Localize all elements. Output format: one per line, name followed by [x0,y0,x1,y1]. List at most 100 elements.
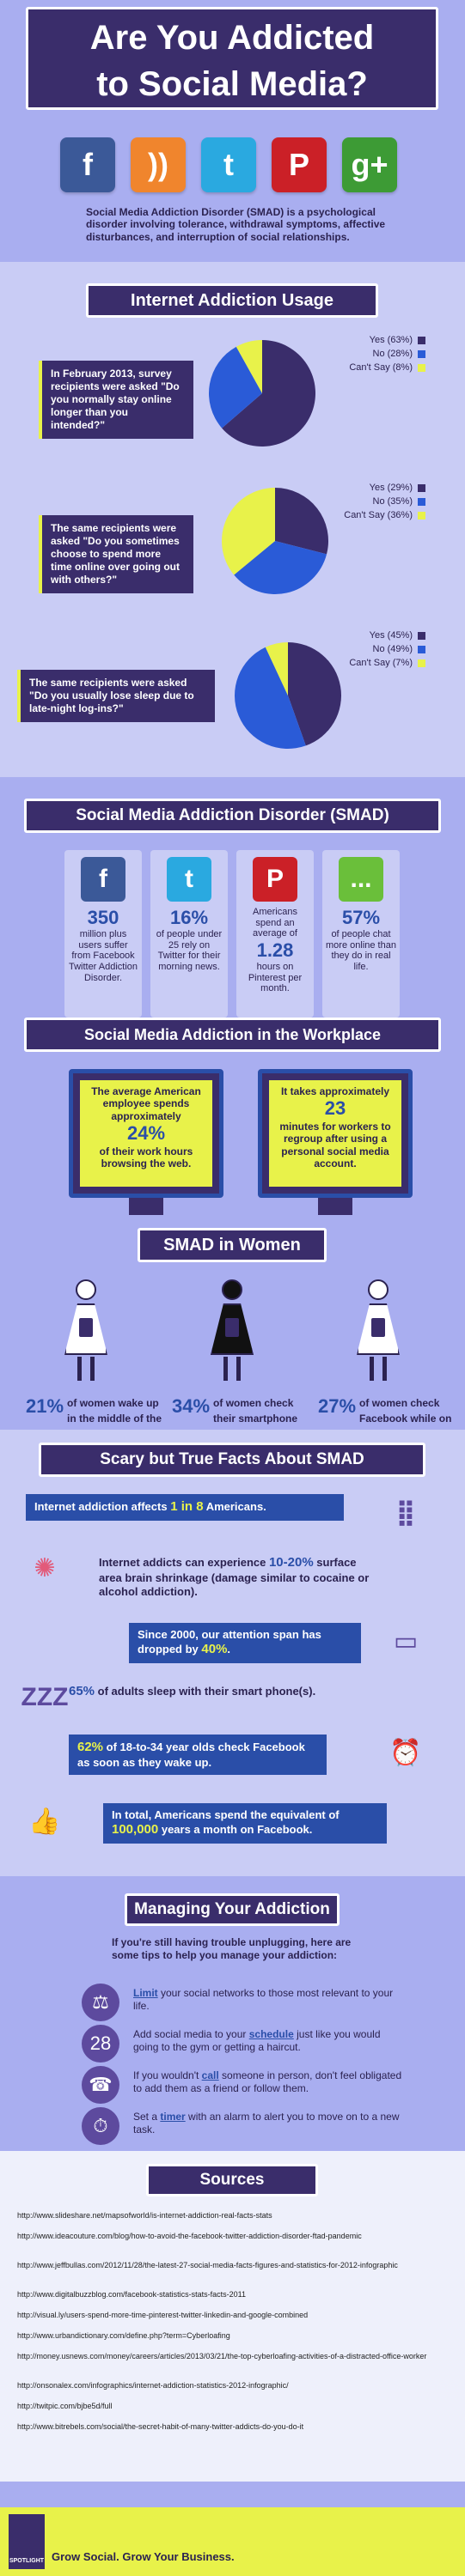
woman-figure-icon [352,1279,404,1382]
logo-text: SPOTLIGHT [9,2558,45,2564]
source-link[interactable]: http://onsonalex.com/infographics/intern… [17,2381,289,2390]
pie-chart-3 [234,642,341,749]
tip-item: Limit your social networks to those most… [133,1987,408,2013]
tip-highlight: schedule [248,2028,294,2040]
tip-text: Set a [133,2111,161,2123]
smad-card-icon: ... [339,857,383,902]
fact-icon: ⣿ [395,1498,416,1527]
source-link[interactable]: http://www.slideshare.net/mapsofworld/is… [17,2211,272,2220]
fact-icon: ✺ [34,1554,56,1583]
fact-item: 65% of adults sleep with their smart pho… [60,1679,370,1705]
smad-card: P Americans spend an average of 1.28 hours … [236,850,314,1018]
question-1-panel: In February 2013, survey recipients were… [39,361,193,439]
smad-card-text: million plus users suffer from Facebook … [68,929,138,983]
tip-text: If you wouldn't [133,2069,202,2081]
source-link[interactable]: http://www.ideacouture.com/blog/how-to-a… [17,2232,362,2240]
legend-label: No (49%) [372,644,413,654]
fact-highlight: 100,000 [112,1822,159,1838]
facebook-icon: f [60,137,115,192]
fact-text: In total, Americans spend the equivalent… [112,1808,340,1821]
device-icon [225,1318,239,1337]
tip-icon: ⏱ [82,2107,119,2145]
pie-1-legend-cantsay: Can't Say (8%) [331,362,425,373]
smad-title: Social Media Addiction Disorder (SMAD) [24,799,441,833]
page-title: Are You Addicted to Social Media? [26,7,438,110]
smad-card-value: 16% [169,907,209,928]
smad-card-value: 57% [341,907,381,928]
pie-3-legend-cantsay: Can't Say (7%) [331,658,425,668]
woman-legs [370,1357,387,1381]
monitor-right-bottom: minutes for workers to regroup after usi… [279,1120,391,1170]
pie-slice [234,647,306,749]
smad-card: t 16% of people under 25 rely on Twitter f… [150,850,228,1018]
women-stat-pct: 27% [318,1395,357,1417]
fact-item: In total, Americans spend the equivalent… [103,1803,387,1844]
monitor-right-big: 23 [324,1097,346,1120]
pie-slice [275,488,328,555]
question-3-panel: The same recipients were asked "Do you u… [17,670,215,722]
usage-title: Internet Addiction Usage [86,283,378,318]
legend-label: Yes (45%) [369,630,413,641]
pie-1-legend-yes: Yes (63%) [331,335,425,345]
source-link[interactable]: http://www.jeffbullas.com/2012/11/28/the… [17,2261,398,2269]
woman-figure-icon [60,1279,112,1382]
pie-slice [222,488,275,575]
fact-highlight: 40% [201,1642,228,1657]
fact-item: Internet addicts can experience 10-20% s… [90,1550,382,1604]
woman-legs [223,1357,241,1381]
legend-label: Yes (29%) [369,483,413,493]
tip-highlight: call [201,2069,219,2081]
tip-icon: ☎ [82,2066,119,2104]
pie-slice [265,642,288,696]
rss-icon: )) [131,137,186,192]
tip-icon: 28 [82,2025,119,2063]
question-2-panel: The same recipients were asked "Do you s… [39,515,193,593]
source-link[interactable]: http://money.usnews.com/money/careers/ar… [17,2352,427,2360]
tip-icon: ⚖ [82,1984,119,2021]
pie-slice [288,642,341,746]
fact-highlight: 65% [69,1684,95,1698]
pie-slice [234,541,327,594]
pie-3-legend-no: No (49%) [331,644,425,654]
smad-card-icon: t [167,857,211,902]
women-title: SMAD in Women [138,1228,327,1262]
pie-chart-2 [222,488,328,594]
fact-text: Internet addiction affects [34,1500,171,1513]
woman-head [222,1279,242,1300]
smad-card: f 350 million plus users suffer from Faceb… [64,850,142,1018]
source-link[interactable]: http://www.digitalbuzzblog.com/facebook-… [17,2290,246,2299]
source-link[interactable]: http://www.bitrebels.com/social/the-secr… [17,2422,304,2431]
smad-card-value: 350 [87,907,119,928]
fact-highlight: 62% [77,1740,104,1754]
tip-item: Set a timer with an alarm to alert you t… [133,2111,408,2136]
pie-slice [222,340,315,447]
sources-section [0,2151,465,2482]
fact-icon: ⏰ [389,1739,422,1767]
monitor-right: It takes approximately 23 minutes for wo… [258,1069,413,1198]
monitor-left: The average American employee spends app… [69,1069,223,1198]
workplace-title: Social Media Addiction in the Workplace [24,1018,441,1052]
fact-text: years a month on Facebook. [158,1823,313,1837]
smad-card-icon: f [81,857,125,902]
fact-text: of 18-to-34 year olds check Facebook as … [77,1741,305,1769]
legend-label: No (28%) [372,349,413,359]
monitor-right-screen: It takes approximately 23 minutes for wo… [269,1080,401,1187]
spotlight-logo: SPOTLIGHT [9,2514,45,2569]
twitter-icon: t [201,137,256,192]
fact-text: . [227,1643,231,1656]
source-link[interactable]: http://twitpic.com/bjbe5d/full [17,2402,113,2410]
source-link[interactable]: http://www.urbandictionary.com/define.ph… [17,2331,230,2340]
title-line-1: Are You Addicted [89,19,375,57]
monitor-right-top: It takes approximately [280,1085,390,1097]
managing-intro: If you're still having trouble unpluggin… [112,1936,352,1961]
legend-label: No (35%) [372,496,413,507]
source-link[interactable]: http://visual.ly/users-spend-more-time-p… [17,2311,309,2319]
fact-text: Internet addicts can experience [99,1556,269,1569]
fact-highlight: 10-20% [268,1555,314,1570]
footer: SPOTLIGHT Grow Social. Grow Your Busines… [0,2507,465,2576]
fact-icon: ZZZ [21,1683,69,1711]
fact-item: Since 2000, our attention span has dropp… [129,1623,361,1663]
pie-slice [236,340,262,393]
smad-card-text: of people under 25 rely on Twitter for t… [156,929,223,972]
